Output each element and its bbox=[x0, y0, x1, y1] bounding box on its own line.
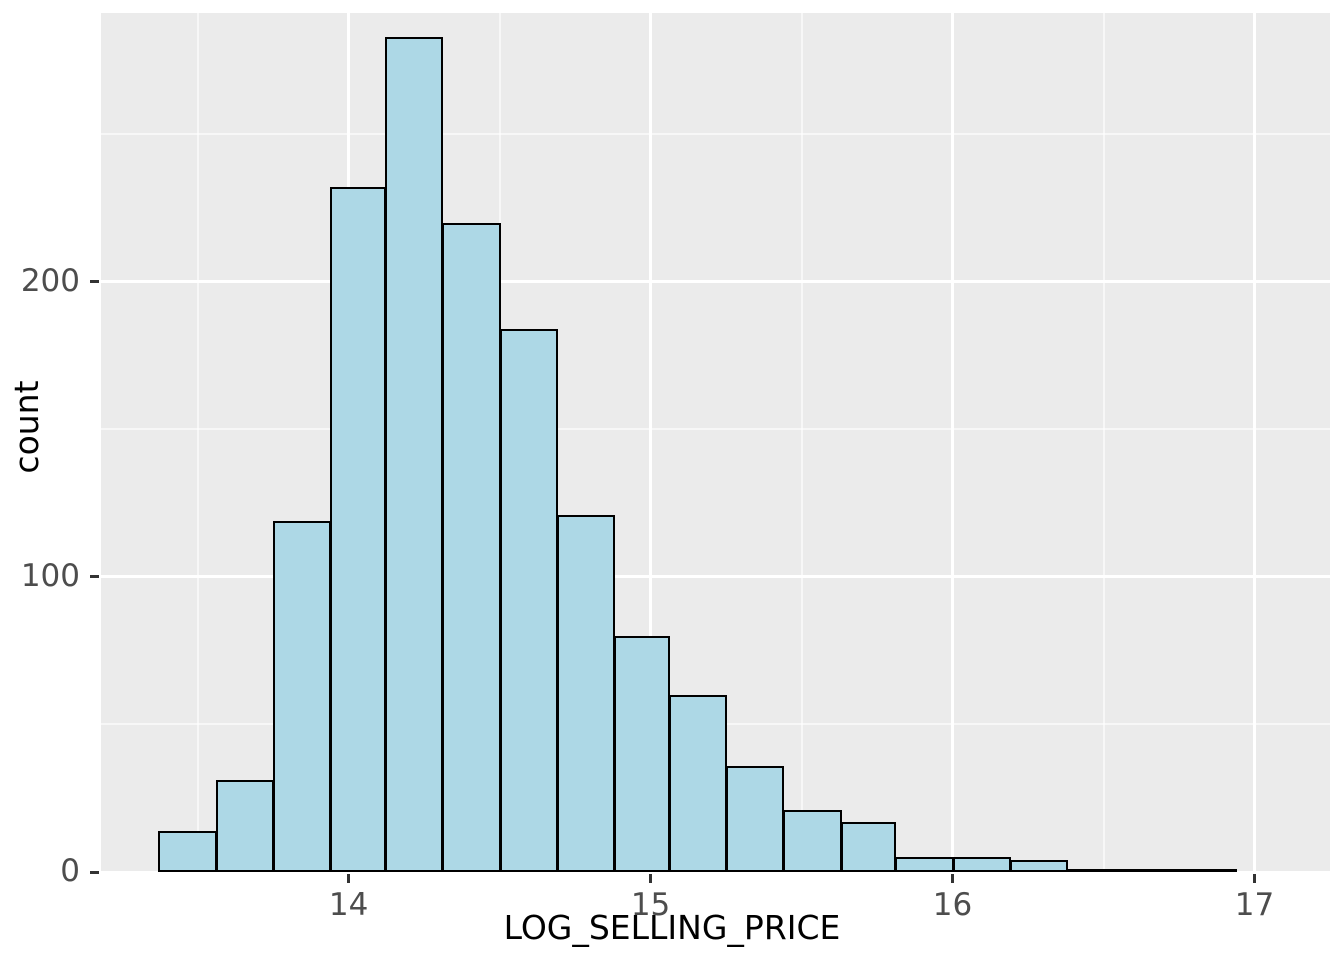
x-axis-tick-label: 14 bbox=[328, 887, 369, 923]
histogram-bar bbox=[840, 821, 897, 872]
histogram-bar bbox=[499, 328, 558, 872]
gridline-minor-vertical bbox=[800, 13, 803, 872]
histogram-bar bbox=[726, 765, 785, 872]
x-axis-title: LOG_SELLING_PRICE bbox=[503, 908, 841, 947]
histogram-bar bbox=[1009, 860, 1069, 872]
y-axis-tick-mark bbox=[90, 870, 99, 874]
plot-panel bbox=[101, 13, 1330, 872]
y-axis-tick-mark bbox=[90, 575, 99, 579]
gridline-major-vertical bbox=[951, 13, 955, 872]
gridline-major-vertical bbox=[1253, 13, 1256, 872]
histogram-bar bbox=[783, 810, 842, 872]
x-axis-tick-label: 15 bbox=[630, 887, 671, 923]
histogram-bar bbox=[330, 187, 386, 872]
gridline-minor-horizontal bbox=[101, 133, 1330, 136]
histogram-bar bbox=[952, 857, 1011, 872]
gridline-major-horizontal bbox=[101, 575, 1330, 579]
gridline-minor-horizontal bbox=[101, 428, 1330, 431]
histogram-bar bbox=[895, 857, 954, 872]
x-axis-tick-mark bbox=[951, 874, 955, 883]
y-axis-tick-label: 200 bbox=[20, 262, 80, 299]
histogram-bar bbox=[442, 222, 501, 872]
y-axis-tick-label: 100 bbox=[20, 557, 80, 594]
histogram-bar-zero bbox=[1121, 869, 1180, 872]
histogram-bar bbox=[273, 520, 332, 872]
gridline-minor-vertical bbox=[196, 13, 199, 872]
histogram-bar bbox=[215, 780, 275, 872]
y-axis-tick-label: 0 bbox=[60, 853, 80, 889]
histogram-bar bbox=[668, 694, 728, 872]
gridline-major-vertical bbox=[649, 13, 653, 872]
gridline-minor-vertical bbox=[1102, 13, 1105, 872]
histogram-bar bbox=[384, 36, 444, 872]
histogram-bar-zero bbox=[1067, 869, 1123, 872]
histogram-bar bbox=[614, 635, 670, 872]
x-axis-tick-mark bbox=[1253, 874, 1256, 883]
x-axis-tick-mark bbox=[347, 874, 351, 883]
histogram-bar-zero bbox=[1179, 869, 1238, 872]
histogram-bar bbox=[158, 830, 217, 872]
gridline-major-horizontal bbox=[101, 280, 1330, 284]
histogram-bar bbox=[556, 514, 616, 872]
x-axis-tick-mark bbox=[649, 874, 653, 883]
y-axis-title: count bbox=[7, 380, 46, 474]
y-axis-tick-mark bbox=[90, 280, 99, 284]
x-axis-tick-label: 16 bbox=[932, 887, 973, 923]
x-axis-tick-label: 17 bbox=[1234, 887, 1275, 923]
